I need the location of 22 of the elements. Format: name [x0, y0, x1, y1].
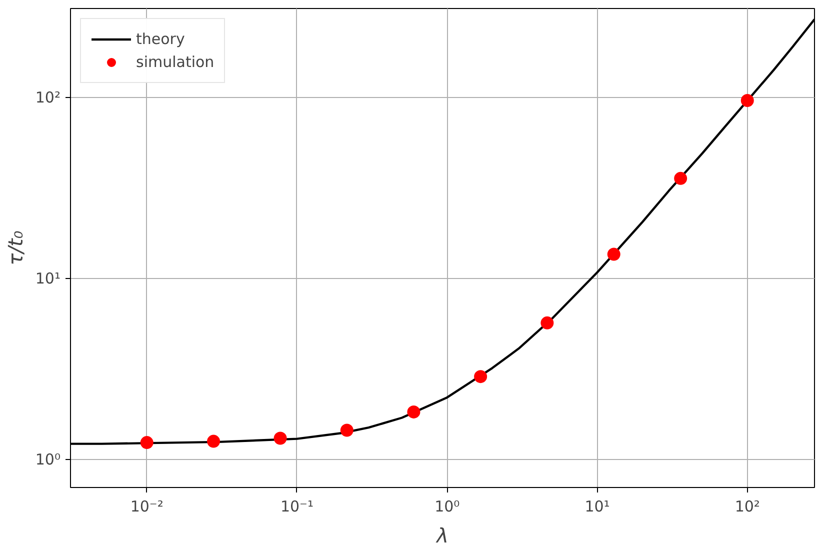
- x-tick-label: 10⁻²: [130, 498, 164, 516]
- point: [340, 424, 354, 437]
- x-axis-title: λ: [436, 524, 448, 548]
- point: [207, 434, 220, 448]
- legend-label: simulation: [136, 53, 214, 71]
- point: [674, 172, 688, 185]
- point: [474, 370, 488, 384]
- x-tick-label: 10⁻¹: [280, 498, 314, 516]
- legend-label: theory: [136, 30, 185, 48]
- y-tick-label: 10²: [35, 88, 61, 106]
- x-tick-label: 10¹: [584, 498, 610, 516]
- x-tick-label: 10²: [734, 498, 760, 516]
- point: [140, 436, 154, 450]
- point: [540, 316, 554, 330]
- y-tick-label: 10¹: [35, 269, 61, 288]
- point: [274, 432, 287, 445]
- point: [607, 248, 620, 261]
- x-tick-label: 10⁰: [434, 498, 460, 516]
- y-tick-label: 10⁰: [35, 450, 61, 468]
- point: [407, 405, 420, 418]
- y-axis-title: τ/t₀: [3, 230, 28, 266]
- point: [740, 94, 754, 107]
